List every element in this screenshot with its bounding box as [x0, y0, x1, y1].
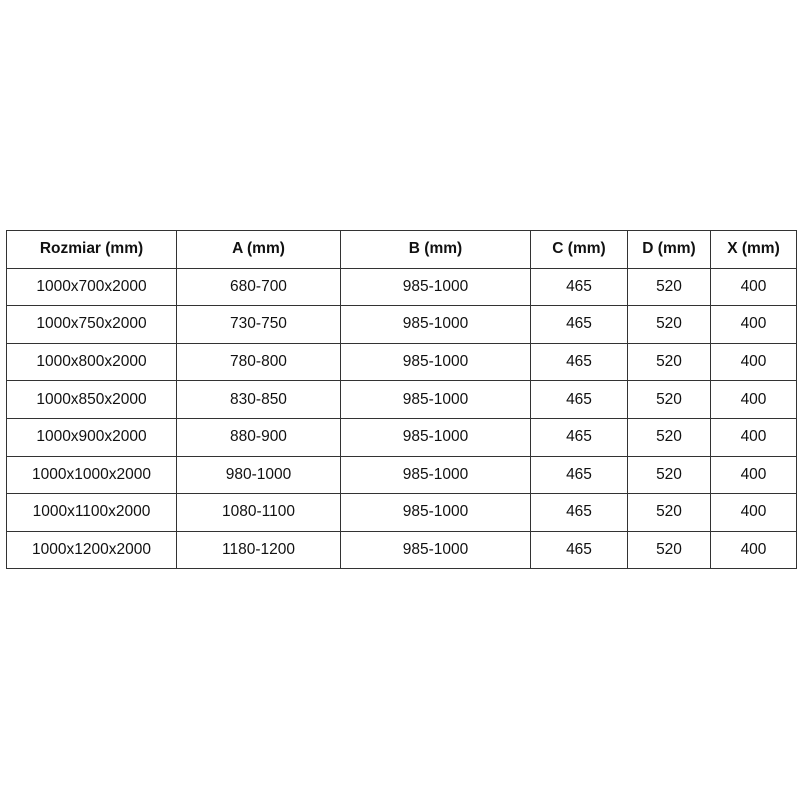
table-cell: 520 — [627, 493, 711, 532]
table-cell: 520 — [627, 455, 711, 495]
table-cell: 1000x850x2000 — [6, 380, 177, 419]
table-row: 1000x1200x2000 1180-1200 985-1000 465 520 400 — [6, 530, 797, 570]
table-row: 1000x800x2000 780-800 985-1000 465 520 400 — [6, 342, 797, 382]
table-row: 1000x1000x2000 980-1000 985-1000 465 520 400 — [6, 455, 797, 495]
table-cell: 520 — [627, 305, 711, 344]
table-cell: 400 — [710, 380, 797, 419]
table-cell: 680-700 — [176, 267, 341, 307]
table-cell: 465 — [530, 530, 628, 570]
table-row: 1000x700x2000 680-700 985-1000 465 520 400 — [6, 267, 797, 307]
table-cell: 400 — [710, 305, 797, 344]
table-cell: 880-900 — [176, 417, 341, 457]
table-cell: 1000x900x2000 — [6, 417, 177, 457]
table-row: 1000x750x2000 730-750 985-1000 465 520 400 — [6, 305, 797, 344]
table-cell: 980-1000 — [176, 455, 341, 495]
table-cell: 1000x1000x2000 — [6, 455, 177, 495]
table-cell: 465 — [530, 455, 628, 495]
table-cell: 520 — [627, 267, 711, 307]
table-cell: 400 — [710, 455, 797, 495]
table-row: 1000x900x2000 880-900 985-1000 465 520 400 — [6, 417, 797, 457]
table-cell: 830-850 — [176, 380, 341, 419]
table-row: 1000x850x2000 830-850 985-1000 465 520 400 — [6, 380, 797, 419]
table-cell: 1000x1200x2000 — [6, 530, 177, 570]
table-cell: 985-1000 — [340, 530, 531, 570]
column-header: X (mm) — [710, 230, 797, 269]
table-cell: 1080-1100 — [176, 493, 341, 532]
column-header: Rozmiar (mm) — [6, 230, 177, 269]
table-cell: 985-1000 — [340, 493, 531, 532]
table-cell: 985-1000 — [340, 455, 531, 495]
column-header: A (mm) — [176, 230, 341, 269]
table-cell: 520 — [627, 417, 711, 457]
table-cell: 985-1000 — [340, 417, 531, 457]
table-cell: 520 — [627, 342, 711, 382]
table-cell: 985-1000 — [340, 342, 531, 382]
table-cell: 1000x800x2000 — [6, 342, 177, 382]
header-row: Rozmiar (mm) A (mm) B (mm) C (mm) D (mm) X (m… — [6, 230, 797, 269]
table-cell: 1000x700x2000 — [6, 267, 177, 307]
column-header: C (mm) — [530, 230, 628, 269]
table-row: 1000x1100x2000 1080-1100 985-1000 465 520 400 — [6, 493, 797, 532]
table-cell: 465 — [530, 493, 628, 532]
table-cell: 1000x1100x2000 — [6, 493, 177, 532]
table-cell: 985-1000 — [340, 305, 531, 344]
column-header: B (mm) — [340, 230, 531, 269]
table-cell: 400 — [710, 417, 797, 457]
table-cell: 465 — [530, 380, 628, 419]
table-cell: 465 — [530, 305, 628, 344]
table-cell: 465 — [530, 267, 628, 307]
column-header: D (mm) — [627, 230, 711, 269]
table-cell: 400 — [710, 530, 797, 570]
dimensions-table: Rozmiar (mm) A (mm) B (mm) C (mm) D (mm) X (m… — [6, 230, 797, 570]
table-cell: 400 — [710, 267, 797, 307]
table-cell: 1180-1200 — [176, 530, 341, 570]
table-cell: 1000x750x2000 — [6, 305, 177, 344]
table-cell: 520 — [627, 530, 711, 570]
table-cell: 400 — [710, 493, 797, 532]
table-cell: 985-1000 — [340, 380, 531, 419]
table-cell: 780-800 — [176, 342, 341, 382]
table-cell: 985-1000 — [340, 267, 531, 307]
table-cell: 465 — [530, 417, 628, 457]
table-cell: 520 — [627, 380, 711, 419]
table-cell: 730-750 — [176, 305, 341, 344]
table-cell: 400 — [710, 342, 797, 382]
table-cell: 465 — [530, 342, 628, 382]
